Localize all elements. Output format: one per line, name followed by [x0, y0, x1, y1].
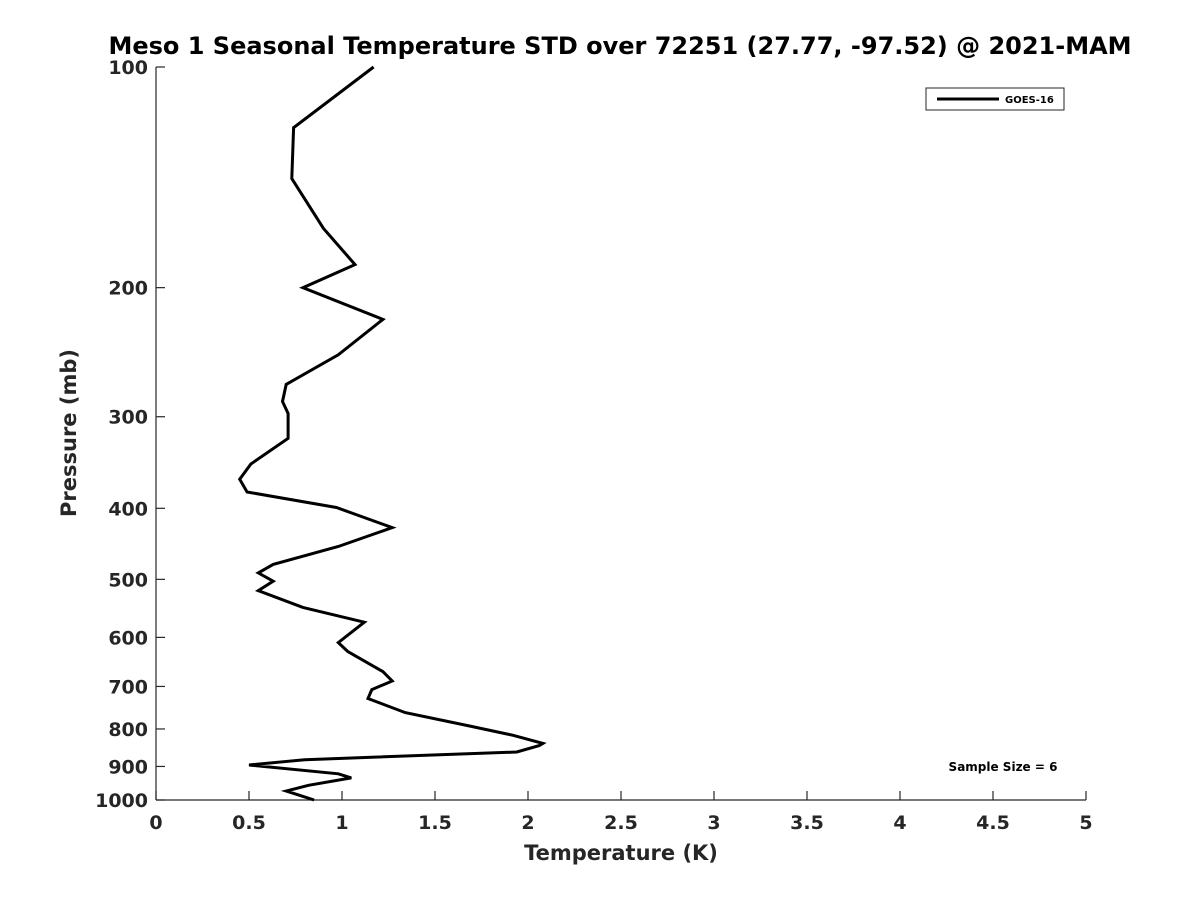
x-tick-label: 1.5: [418, 812, 452, 834]
y-tick-label: 100: [108, 57, 148, 79]
series-layer: [237, 65, 547, 802]
x-ticks: 0 0.5 1 1.5 2 2.5 3 3.5 4 4.5 5: [149, 791, 1093, 834]
x-tick-label: 5: [1079, 812, 1092, 834]
y-tick-label: 1000: [95, 790, 148, 812]
x-tick-label: 4.5: [976, 812, 1010, 834]
y-tick-label: 900: [108, 756, 148, 778]
x-tick-label: 3.5: [790, 812, 824, 834]
x-axis-label: Temperature (K): [524, 841, 718, 865]
chart-title: Meso 1 Seasonal Temperature STD over 722…: [108, 32, 1131, 60]
x-tick-label: 2: [521, 812, 534, 834]
x-tick-label: 1: [335, 812, 348, 834]
y-tick-label: 400: [108, 498, 148, 520]
y-tick-label: 700: [108, 676, 148, 698]
y-axis-label: Pressure (mb): [57, 349, 81, 517]
y-tick-label: 600: [108, 627, 148, 649]
x-tick-label: 2.5: [604, 812, 638, 834]
sample-size-annotation: Sample Size = 6: [949, 760, 1058, 774]
y-tick-label: 800: [108, 719, 148, 741]
x-tick-label: 3: [707, 812, 720, 834]
y-tick-label: 200: [108, 278, 148, 300]
legend-label-goes16: GOES-16: [1005, 95, 1054, 106]
y-tick-label: 300: [108, 407, 148, 429]
y-tick-label: 500: [108, 569, 148, 591]
x-tick-label: 0.5: [232, 812, 266, 834]
y-ticks: 100 200 300 400 500 600 700 800 900 1000: [95, 57, 165, 812]
x-tick-label: 0: [149, 812, 162, 834]
series-line-goes16: [237, 65, 547, 802]
axes: [155, 67, 1086, 801]
legend: GOES-16: [925, 87, 1065, 111]
x-tick-label: 4: [893, 812, 906, 834]
